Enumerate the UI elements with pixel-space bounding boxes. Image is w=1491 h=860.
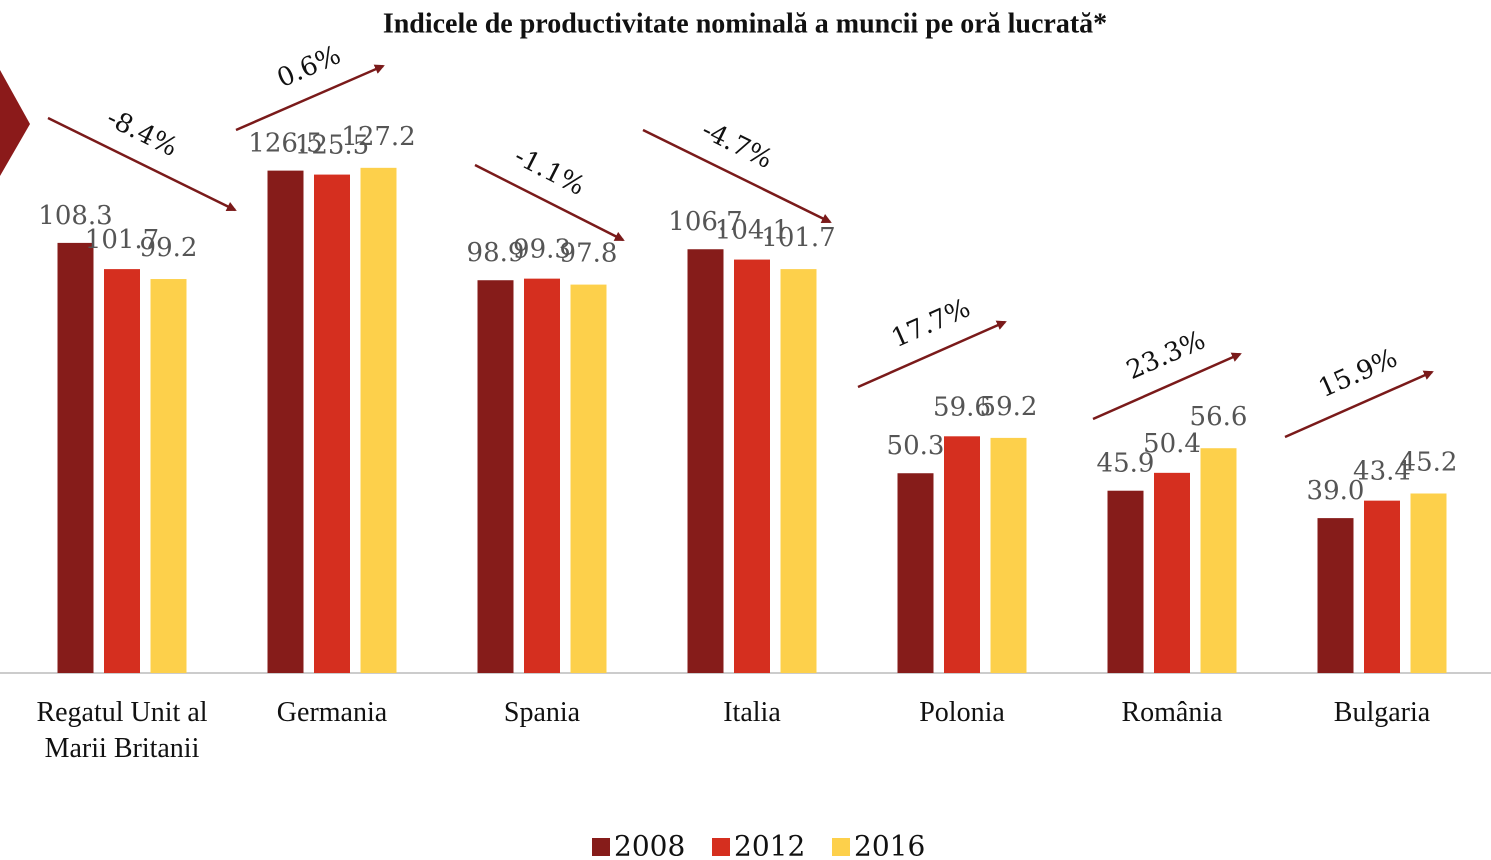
change-arrow — [235, 64, 385, 132]
data-label: 101.7 — [85, 225, 159, 255]
decoration — [0, 70, 30, 176]
legend-label: 2008 — [614, 830, 685, 860]
x-tick-label: Polonia — [919, 697, 1005, 728]
bar — [524, 278, 560, 673]
change-arrow — [47, 116, 237, 212]
data-label: 59.6 — [933, 392, 991, 422]
data-label: 106.7 — [668, 207, 742, 237]
x-tick-label: Spania — [503, 697, 581, 728]
data-label: 104.1 — [715, 216, 789, 246]
bar — [1410, 493, 1447, 673]
change-label: -4.7% — [697, 115, 777, 175]
data-label: 99.2 — [140, 233, 198, 263]
change-label: -8.4% — [102, 103, 182, 163]
data-label: 59.2 — [980, 392, 1038, 422]
legend-label: 2012 — [734, 830, 805, 860]
bar — [780, 269, 817, 673]
data-label: 50.4 — [1143, 429, 1201, 459]
data-label: 98.9 — [467, 238, 525, 268]
bar — [1154, 472, 1190, 673]
bar — [267, 170, 304, 673]
bar — [897, 473, 934, 673]
bar — [360, 167, 397, 673]
data-label: 43.4 — [1353, 457, 1411, 487]
change-label: 23.3% — [1122, 325, 1210, 386]
bar — [944, 436, 980, 673]
x-tick-label: Regatul Unit al Marii Britanii — [36, 697, 208, 764]
x-tick-label: România — [1121, 697, 1223, 728]
data-label: 97.8 — [560, 239, 618, 269]
data-label: 56.6 — [1190, 402, 1248, 432]
bar — [1200, 448, 1237, 673]
bar — [734, 259, 770, 673]
data-label: 99.3 — [513, 235, 571, 265]
change-label: 17.7% — [887, 293, 975, 354]
legend-swatch — [712, 838, 730, 856]
legend-label: 2016 — [854, 830, 925, 860]
x-tick-label: Italia — [723, 697, 781, 728]
change-arrow — [1284, 370, 1434, 439]
bar — [1364, 500, 1400, 673]
data-label: 126.5 — [248, 129, 322, 159]
x-tick-label: Bulgaria — [1333, 697, 1431, 728]
bar — [570, 284, 607, 673]
bar — [1317, 518, 1354, 673]
legend-swatch — [832, 838, 850, 856]
bar — [104, 269, 140, 673]
bar — [687, 249, 724, 673]
data-label: 108.3 — [38, 201, 112, 231]
legend-swatch — [592, 838, 610, 856]
data-label: 101.7 — [761, 223, 835, 253]
change-arrow — [857, 320, 1007, 389]
chart-title: Indicele de productivitate nominală a mu… — [383, 8, 1107, 39]
change-arrow — [642, 128, 832, 224]
data-label: 45.2 — [1400, 447, 1458, 477]
data-label: 45.9 — [1097, 449, 1155, 479]
change-arrow — [474, 163, 625, 242]
data-label: 127.2 — [341, 122, 415, 152]
bar — [57, 242, 94, 673]
change-label: 15.9% — [1314, 343, 1402, 404]
bar — [314, 174, 350, 674]
data-label: 39.0 — [1307, 476, 1365, 506]
data-label: 125.5 — [295, 131, 369, 161]
change-arrow — [1092, 352, 1242, 421]
bar — [150, 279, 187, 673]
bar — [477, 280, 514, 673]
bar — [1107, 490, 1144, 673]
change-label: -1.1% — [509, 141, 589, 202]
data-label: 50.3 — [887, 431, 945, 461]
x-tick-label: Germania — [276, 697, 388, 728]
bar — [990, 437, 1027, 673]
